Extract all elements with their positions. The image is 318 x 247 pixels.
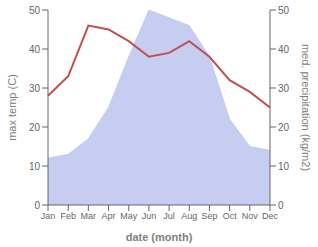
svg-text:May: May: [120, 211, 138, 221]
svg-text:10: 10: [278, 161, 290, 172]
svg-text:Apr: Apr: [102, 211, 116, 221]
svg-text:Oct: Oct: [223, 211, 238, 221]
svg-text:Dec: Dec: [262, 211, 279, 221]
svg-text:Jun: Jun: [142, 211, 157, 221]
svg-text:20: 20: [29, 122, 41, 133]
svg-text:50: 50: [29, 5, 41, 16]
svg-text:20: 20: [278, 122, 290, 133]
svg-text:Jul: Jul: [163, 211, 175, 221]
svg-text:0: 0: [278, 200, 284, 211]
svg-text:Nov: Nov: [242, 211, 259, 221]
svg-text:30: 30: [278, 83, 290, 94]
svg-text:med. precipitation (kg/m2): med. precipitation (kg/m2): [300, 44, 310, 171]
svg-text:10: 10: [29, 161, 41, 172]
svg-text:Jan: Jan: [41, 211, 56, 221]
svg-text:40: 40: [278, 44, 290, 55]
svg-text:Aug: Aug: [181, 211, 197, 221]
svg-text:50: 50: [278, 5, 290, 16]
svg-text:Feb: Feb: [60, 211, 76, 221]
svg-text:30: 30: [29, 83, 41, 94]
svg-text:date (month): date (month): [126, 231, 193, 243]
svg-text:Mar: Mar: [81, 211, 97, 221]
svg-text:40: 40: [29, 44, 41, 55]
svg-text:max temp (C): max temp (C): [8, 74, 18, 141]
svg-text:Sep: Sep: [201, 211, 217, 221]
svg-text:0: 0: [34, 200, 40, 211]
